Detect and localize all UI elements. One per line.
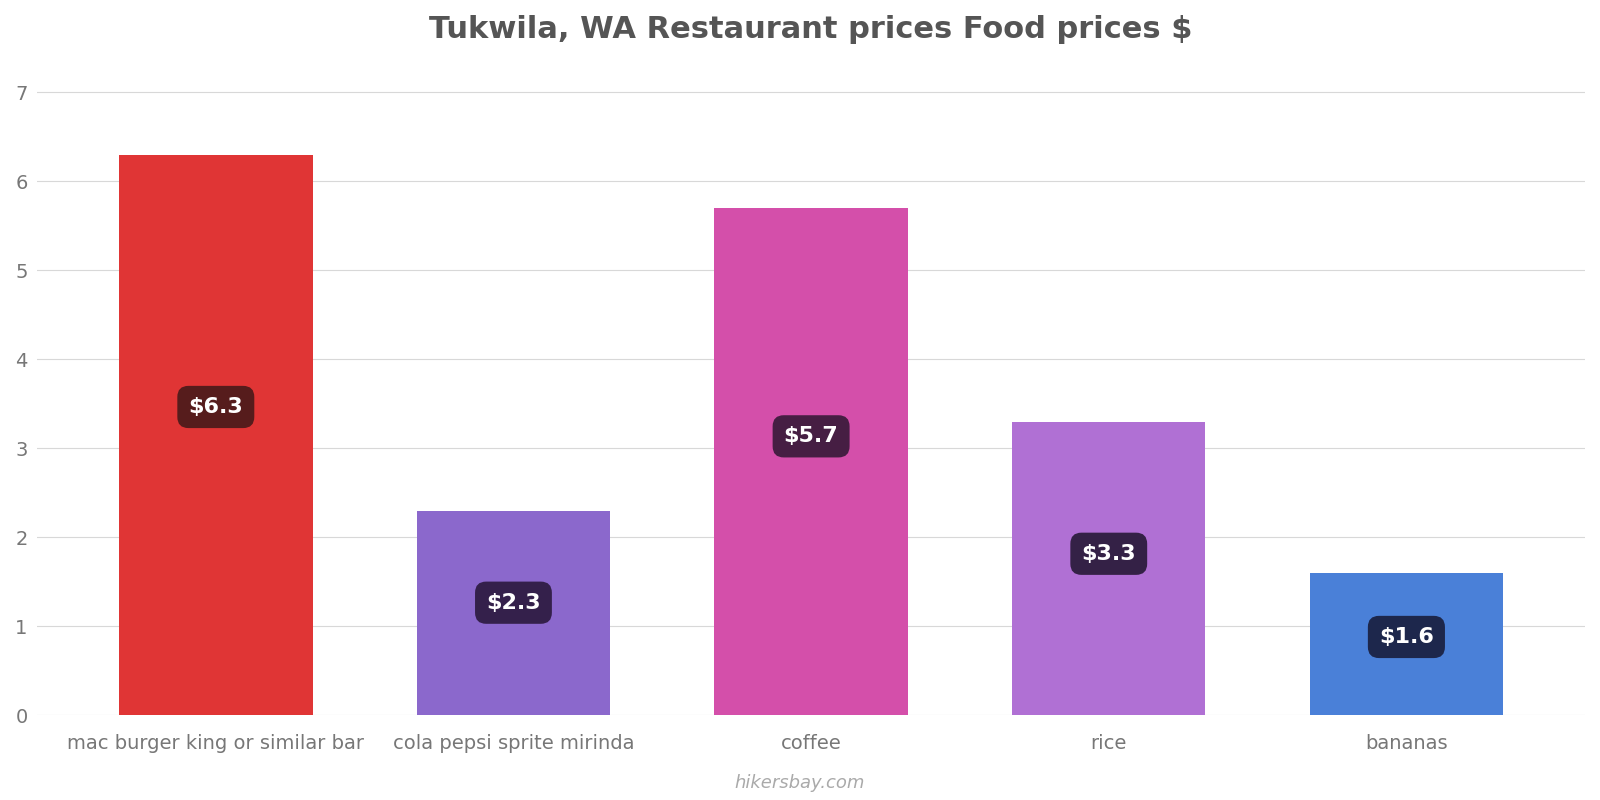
Bar [714,208,907,715]
Bar [118,154,312,715]
Bar [416,510,610,715]
Text: $3.3: $3.3 [1082,544,1136,564]
Text: hikersbay.com: hikersbay.com [734,774,866,792]
Bar [1013,422,1205,715]
Text: $5.7: $5.7 [784,426,838,446]
Text: $1.6: $1.6 [1379,627,1434,647]
Text: $2.3: $2.3 [486,593,541,613]
Title: Tukwila, WA Restaurant prices Food prices $: Tukwila, WA Restaurant prices Food price… [429,15,1194,44]
Bar [1310,573,1502,715]
Text: $6.3: $6.3 [189,397,243,417]
